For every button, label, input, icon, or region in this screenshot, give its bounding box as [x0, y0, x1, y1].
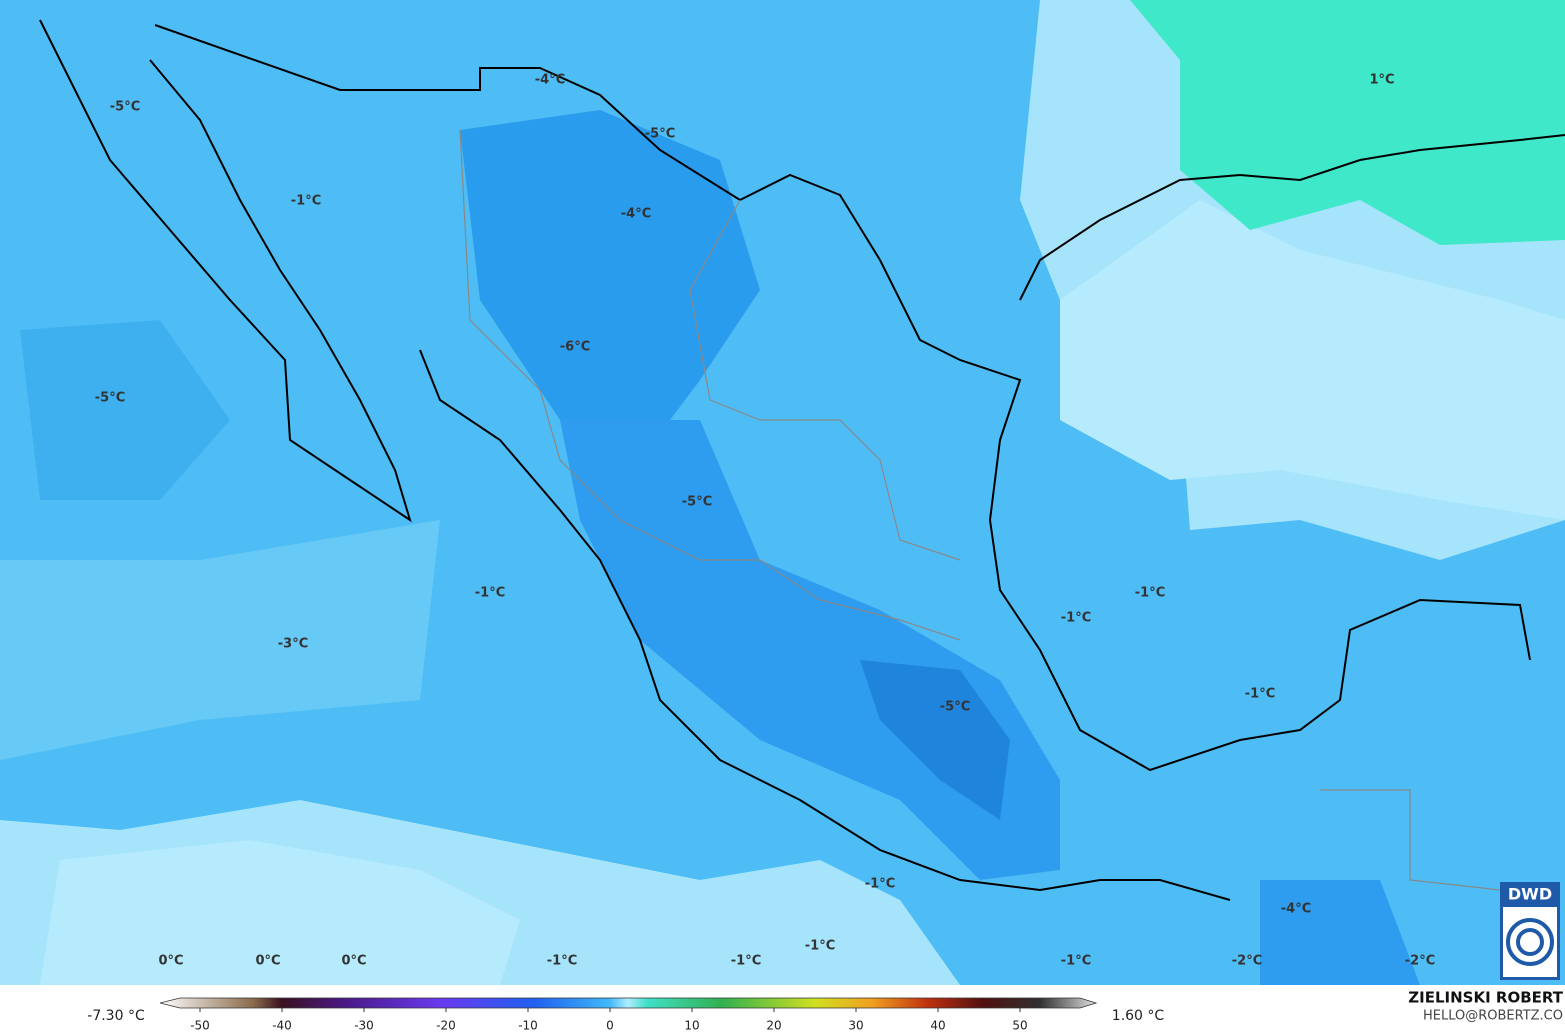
- temperature-label: -1°C: [547, 954, 577, 969]
- temperature-label: -5°C: [682, 495, 712, 510]
- colorbar-tick-label: 20: [766, 1019, 781, 1033]
- dwd-logo: DWD: [1500, 882, 1560, 980]
- colorbar-tick-label: -40: [272, 1019, 292, 1033]
- temperature-label: -2°C: [1405, 954, 1435, 969]
- coastline: [39, 19, 1565, 901]
- colorbar-tick-label: -20: [436, 1019, 456, 1033]
- colorbar-tick-label: 0: [606, 1019, 614, 1033]
- temperature-label: -1°C: [731, 954, 761, 969]
- temperature-label: -4°C: [535, 73, 565, 88]
- temperature-label: -1°C: [1135, 586, 1165, 601]
- colorbar-tick-label: -50: [190, 1019, 210, 1033]
- temperature-label: -1°C: [865, 877, 895, 892]
- temperature-label: 1°C: [1369, 73, 1394, 88]
- temperature-label: -5°C: [110, 100, 140, 115]
- temperature-label: -6°C: [560, 340, 590, 355]
- credit-email: HELLO@ROBERTZ.CO: [1423, 1009, 1563, 1024]
- temperature-label: -3°C: [278, 637, 308, 652]
- temperature-label: -4°C: [1281, 902, 1311, 917]
- borders: [459, 129, 1501, 891]
- temperature-label: -1°C: [1061, 954, 1091, 969]
- colorbar-tick-label: 50: [1012, 1019, 1027, 1033]
- temperature-label: -5°C: [95, 391, 125, 406]
- temperature-label: -5°C: [940, 700, 970, 715]
- colorbar-tick-label: 10: [684, 1019, 699, 1033]
- temperature-label: -1°C: [291, 194, 321, 209]
- temperature-label: 0°C: [158, 954, 183, 969]
- map-background: [0, 0, 1565, 985]
- colorbar-ticks: -50 -40 -30 -20 -10 0 10 20 30 40 50: [190, 1008, 1028, 1033]
- colorbar-tick-label: -30: [354, 1019, 374, 1033]
- max-label: 1.60 °C: [1112, 1008, 1165, 1024]
- temperature-label: -5°C: [645, 127, 675, 142]
- footer-background: [0, 985, 1565, 1035]
- credit-author: ZIELINSKI ROBERT: [1408, 989, 1563, 1007]
- temperature-label: -4°C: [621, 207, 651, 222]
- temperature-label: -1°C: [475, 586, 505, 601]
- temperature-label: 0°C: [341, 954, 366, 969]
- temperature-label: -1°C: [1061, 611, 1091, 626]
- logo-text: DWD: [1508, 885, 1552, 904]
- colorbar-tick-label: 30: [848, 1019, 863, 1033]
- colorbar-tick-label: 40: [930, 1019, 945, 1033]
- temperature-labels: -5°C -1°C -5°C -4°C -5°C -4°C -6°C -5°C 1°C -1°C -…: [95, 73, 1435, 969]
- temperature-label: -1°C: [805, 939, 835, 954]
- min-label: -7.30 °C: [87, 1008, 145, 1024]
- temperature-label: 0°C: [255, 954, 280, 969]
- temperature-label: -1°C: [1245, 687, 1275, 702]
- temperature-label: -2°C: [1232, 954, 1262, 969]
- colorbar-tick-label: -10: [518, 1019, 538, 1033]
- colorbar: [159, 997, 1098, 1009]
